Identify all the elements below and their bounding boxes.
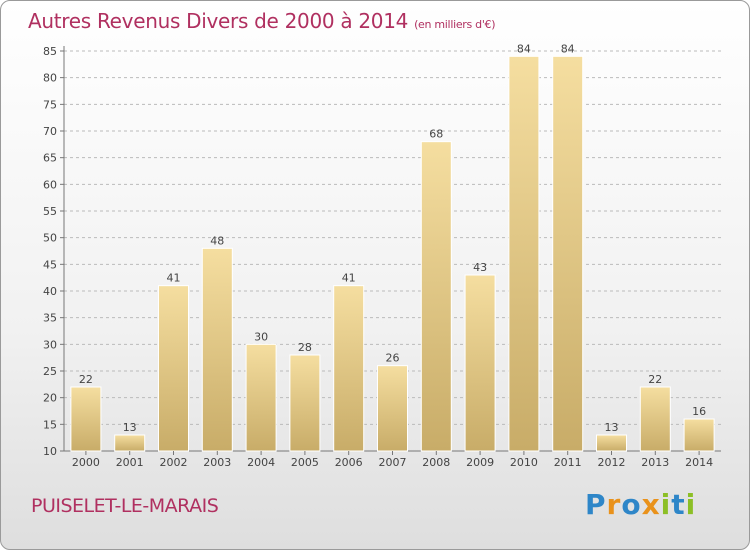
x-tick-label: 2011 [554, 456, 582, 469]
x-tick-label: 2008 [422, 456, 450, 469]
y-tick-label: 85 [43, 45, 57, 58]
y-tick-label: 50 [43, 232, 57, 245]
bar-value-label: 22 [648, 373, 662, 386]
bar [377, 365, 408, 452]
bar [158, 285, 189, 452]
y-tick-label: 45 [43, 258, 57, 271]
x-tick-label: 2009 [466, 456, 494, 469]
logo-letter: x [641, 488, 661, 521]
x-tick-label: 2005 [291, 456, 319, 469]
x-tick-label: 2002 [160, 456, 188, 469]
bar [201, 247, 233, 452]
y-tick-label: 55 [43, 205, 57, 218]
x-tick-label: 2001 [116, 456, 144, 469]
logo-letter: r [606, 488, 622, 521]
bar-value-label: 16 [692, 405, 706, 418]
bar-value-label: 13 [605, 421, 619, 434]
bar-value-label: 43 [473, 261, 487, 274]
x-tick-label: 2003 [203, 456, 231, 469]
x-tick-label: 2013 [641, 456, 669, 469]
y-tick-label: 35 [43, 312, 57, 325]
bar [420, 141, 452, 452]
bar [639, 386, 671, 452]
bar [333, 285, 365, 452]
x-tick-label: 2007 [379, 456, 407, 469]
logo-letter: i [660, 488, 672, 521]
x-tick-label: 2006 [335, 456, 363, 469]
bar-value-label: 68 [429, 128, 443, 141]
bar [683, 418, 715, 452]
logo-letter: P [585, 488, 607, 521]
bar-value-label: 48 [210, 234, 224, 247]
y-tick-label: 75 [43, 98, 57, 111]
y-tick-label: 80 [43, 72, 57, 85]
bar [245, 343, 277, 452]
bar [464, 274, 496, 452]
x-tick-label: 2004 [247, 456, 275, 469]
y-tick-label: 15 [43, 418, 57, 431]
logo-letter: t [671, 488, 686, 521]
proxiti-logo: Proxiti [585, 488, 696, 521]
bar [70, 386, 102, 452]
bar-value-label: 22 [79, 373, 93, 386]
bar-value-label: 13 [123, 421, 137, 434]
y-tick-label: 65 [43, 152, 57, 165]
bar [596, 434, 627, 452]
x-tick-label: 2010 [510, 456, 538, 469]
bar-value-label: 41 [167, 272, 181, 285]
bar-value-label: 41 [342, 272, 356, 285]
commune-name: PUISELET-LE-MARAIS [31, 495, 219, 517]
y-tick-label: 40 [43, 285, 57, 298]
bar-value-label: 26 [386, 352, 400, 365]
y-tick-label: 25 [43, 365, 57, 378]
y-tick-label: 70 [43, 125, 57, 138]
y-tick-label: 10 [43, 445, 57, 458]
bar [289, 354, 321, 452]
y-tick-label: 20 [43, 392, 57, 405]
x-tick-label: 2000 [72, 456, 100, 469]
logo-letter: o [621, 488, 642, 521]
logo-letter: i [685, 488, 697, 521]
y-tick-label: 60 [43, 178, 57, 191]
bar [508, 55, 540, 452]
bar-value-label: 84 [561, 42, 575, 55]
chart-subtitle: (en milliers d'€) [414, 18, 496, 31]
y-tick-label: 30 [43, 338, 57, 351]
x-tick-label: 2012 [598, 456, 626, 469]
x-tick-label: 2014 [685, 456, 713, 469]
chart-title-text: Autres Revenus Divers de 2000 à 2014 [28, 9, 409, 33]
bar [114, 434, 146, 452]
bar-value-label: 28 [298, 341, 312, 354]
chart-title: Autres Revenus Divers de 2000 à 2014 (en … [28, 9, 496, 33]
bar-value-label: 84 [517, 42, 531, 55]
bar-value-label: 30 [254, 330, 268, 343]
bar [552, 55, 584, 452]
